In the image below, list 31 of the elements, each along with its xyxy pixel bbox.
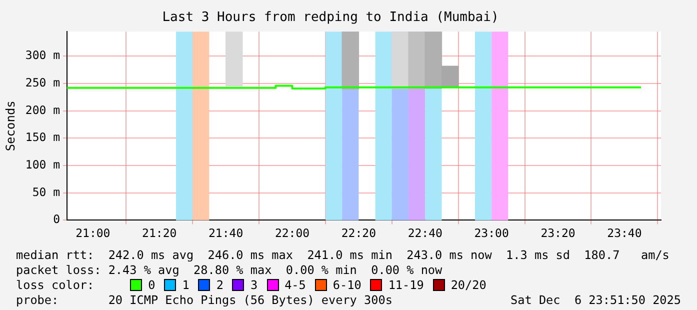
y-tick-label: 0 [53,212,60,226]
legend-label: 3 [250,278,258,292]
y-tick-label: 100 m [25,158,60,172]
y-tick-label: 200 m [25,102,60,117]
x-tick-label: 22:40 [408,226,443,240]
text: Sat Dec 6 23:51:50 2025 [510,293,681,308]
y-tick-label: 250 m [25,76,60,90]
x-tick-label: 22:20 [341,226,376,240]
legend-label: 6-10 [332,278,362,292]
legend-label: 11-19 [388,278,424,292]
chart-title: Last 3 Hours from redping to India (Mumbai) [162,10,499,26]
text: probe: 20 ICMP Echo Pings (56 Bytes) every 300s [16,293,392,308]
x-tick-label: 21:00 [76,226,110,240]
text: packet loss: 2.43 % avg 28.80 % max 0.00 % min 0.00 % now [16,263,442,278]
y-tick-label: 300 m [25,48,60,62]
x-tick-label: 23:40 [607,226,642,240]
x-tick-label: 23:00 [474,226,509,240]
x-tick-label: 22:00 [274,226,310,240]
legend-label: 2 [216,278,224,292]
x-tick-label: 21:20 [142,226,177,240]
legend-label: 0 [148,278,156,292]
y-tick-label: 50 m [32,184,60,199]
legend-label: 1 [182,278,190,292]
legend-title: loss color: [16,278,94,292]
legend-label: 4-5 [284,278,306,292]
x-tick-label: 23:20 [540,226,576,240]
y-axis-title: Seconds [3,100,18,152]
x-tick-label: 21:40 [208,226,244,240]
y-tick-label: 150 m [25,130,60,144]
legend-label: 20/20 [450,278,486,292]
text: median rtt: 242.0 ms avg 246.0 ms max 241.0 ms min 243.0 ms now 1.3 ms sd 180.7 am/s [16,248,670,263]
